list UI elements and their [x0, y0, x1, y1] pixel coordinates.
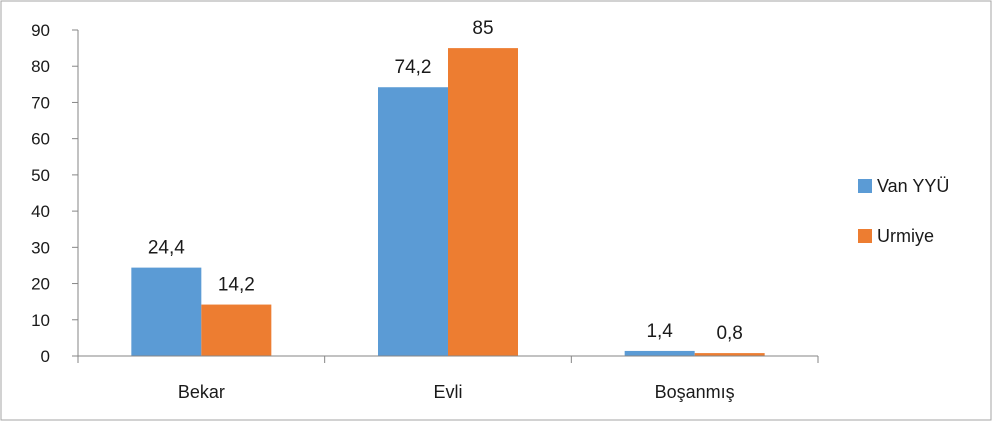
y-tick-label: 10: [31, 311, 50, 330]
bar: [694, 353, 765, 356]
y-tick-label: 30: [31, 238, 50, 257]
data-label: 74,2: [395, 57, 432, 78]
x-axis-ticks: [77, 356, 819, 363]
x-tick-label: Bekar: [178, 382, 225, 402]
bar: [201, 304, 272, 356]
y-tick-label: 60: [31, 130, 50, 149]
legend-label: Van YYÜ: [877, 176, 949, 196]
data-label: 0,8: [716, 323, 742, 344]
bar: [624, 350, 695, 356]
y-tick-label: 90: [31, 21, 50, 40]
y-tick-label: 20: [31, 275, 50, 294]
x-tick-label: Boşanmış: [655, 382, 735, 402]
data-label: 85: [472, 18, 493, 39]
bar: [448, 48, 518, 356]
y-tick-label: 40: [31, 202, 50, 221]
legend-label: Urmiye: [877, 226, 934, 246]
legend: Van YYÜ Urmiye: [858, 176, 949, 246]
data-label: 1,4: [646, 321, 673, 342]
y-tick-label: 0: [41, 347, 50, 366]
y-tick-label: 70: [31, 93, 50, 112]
y-tick-label: 80: [31, 57, 50, 76]
legend-swatch: [858, 229, 872, 243]
legend-swatch: [858, 179, 872, 193]
x-axis-labels: Bekar Evli Boşanmış: [178, 382, 735, 402]
bar: [131, 267, 202, 356]
bars: [131, 48, 765, 356]
y-tick-label: 50: [31, 166, 50, 185]
bar: [378, 87, 448, 356]
data-label: 14,2: [218, 275, 255, 296]
data-labels: 24,4 14,2 74,2 85 1,4 0,8: [148, 18, 743, 344]
y-axis-ticks: 0 10 20 30 40 50 60 70 80 90: [31, 21, 78, 366]
x-tick-label: Evli: [433, 382, 462, 402]
data-label: 24,4: [148, 238, 185, 259]
